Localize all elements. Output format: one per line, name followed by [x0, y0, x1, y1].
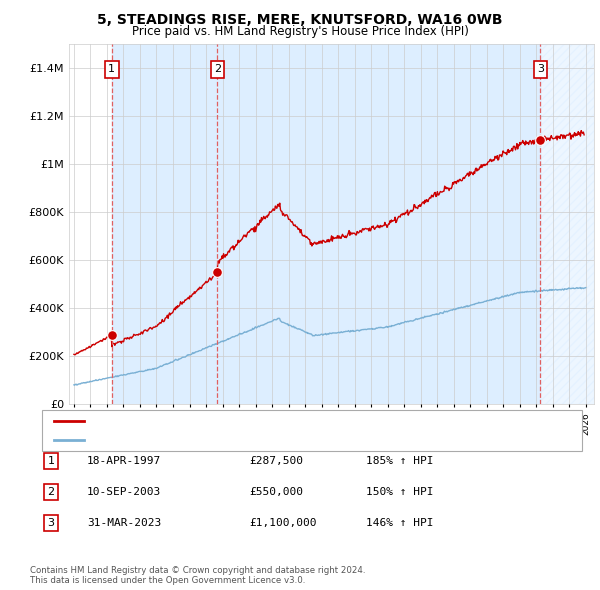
Text: £1,100,000: £1,100,000: [249, 518, 317, 527]
Text: 10-SEP-2003: 10-SEP-2003: [87, 487, 161, 497]
Text: 3: 3: [537, 64, 544, 74]
Text: 150% ↑ HPI: 150% ↑ HPI: [366, 487, 433, 497]
Text: 2: 2: [214, 64, 221, 74]
Text: 1: 1: [108, 64, 115, 74]
Bar: [541, 44, 594, 404]
Text: 18-APR-1997: 18-APR-1997: [87, 457, 161, 466]
Text: HPI: Average price, detached house, Cheshire East: HPI: Average price, detached house, Ches…: [93, 435, 341, 445]
Bar: [112, 44, 217, 404]
Text: 146% ↑ HPI: 146% ↑ HPI: [366, 518, 433, 527]
Text: £287,500: £287,500: [249, 457, 303, 466]
Text: 31-MAR-2023: 31-MAR-2023: [87, 518, 161, 527]
Text: 3: 3: [47, 518, 55, 527]
Text: This data is licensed under the Open Government Licence v3.0.: This data is licensed under the Open Gov…: [30, 576, 305, 585]
Text: Price paid vs. HM Land Registry's House Price Index (HPI): Price paid vs. HM Land Registry's House …: [131, 25, 469, 38]
Text: £550,000: £550,000: [249, 487, 303, 497]
Text: 2: 2: [47, 487, 55, 497]
Text: 185% ↑ HPI: 185% ↑ HPI: [366, 457, 433, 466]
Text: Contains HM Land Registry data © Crown copyright and database right 2024.: Contains HM Land Registry data © Crown c…: [30, 566, 365, 575]
Text: 5, STEADINGS RISE, MERE, KNUTSFORD, WA16 0WB: 5, STEADINGS RISE, MERE, KNUTSFORD, WA16…: [97, 13, 503, 27]
Text: 1: 1: [47, 457, 55, 466]
Text: 5, STEADINGS RISE, MERE, KNUTSFORD, WA16 0WB (detached house): 5, STEADINGS RISE, MERE, KNUTSFORD, WA16…: [93, 416, 437, 426]
Bar: [217, 44, 541, 404]
